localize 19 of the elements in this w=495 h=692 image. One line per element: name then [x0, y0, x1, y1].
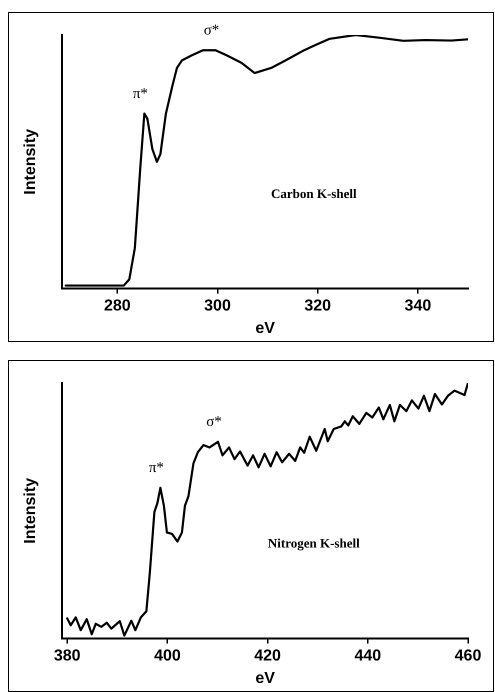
x-tick-label: 460: [454, 648, 482, 665]
x-tick-label: 320: [304, 298, 332, 315]
x-tick-label: 420: [254, 648, 282, 665]
x-tick-label: 440: [354, 648, 382, 665]
x-tick-label: 340: [404, 298, 432, 315]
annotation: σ*: [204, 22, 220, 39]
x-tick-label: 380: [54, 648, 81, 665]
y-axis-title: Intensity: [22, 478, 40, 544]
annotation: π*: [148, 460, 164, 476]
annotation: Nitrogen K-shell: [268, 535, 360, 550]
x-tick-label: 400: [154, 648, 181, 665]
annotation: π*: [132, 86, 148, 102]
y-axis-title: Intensity: [22, 128, 40, 195]
x-tick-label: 280: [104, 298, 131, 315]
x-axis-title: eV: [255, 320, 276, 337]
x-tick-label: 300: [204, 298, 231, 315]
annotation: Carbon K-shell: [271, 186, 357, 202]
annotation: σ*: [206, 414, 222, 430]
x-axis-title: eV: [255, 670, 276, 687]
